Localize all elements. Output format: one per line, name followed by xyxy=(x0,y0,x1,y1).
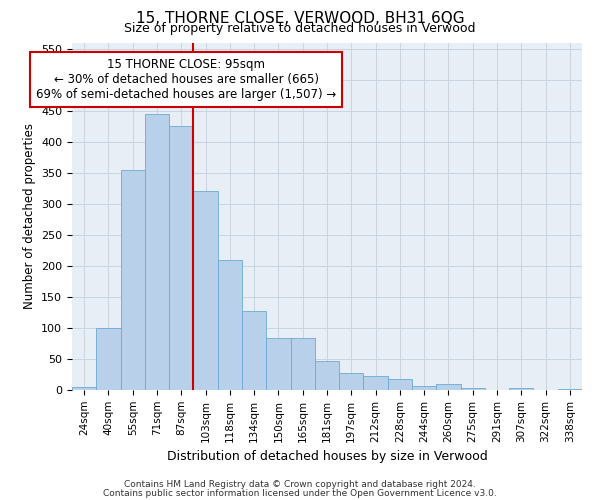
Bar xyxy=(509,388,533,390)
Bar xyxy=(121,170,145,390)
Bar xyxy=(412,386,436,390)
Bar xyxy=(145,114,169,390)
Bar xyxy=(339,372,364,390)
Bar xyxy=(315,361,339,390)
Text: Contains public sector information licensed under the Open Government Licence v3: Contains public sector information licen… xyxy=(103,488,497,498)
Bar xyxy=(388,379,412,390)
X-axis label: Distribution of detached houses by size in Verwood: Distribution of detached houses by size … xyxy=(167,450,487,463)
Y-axis label: Number of detached properties: Number of detached properties xyxy=(23,123,35,309)
Bar xyxy=(461,388,485,390)
Bar xyxy=(290,338,315,390)
Bar xyxy=(96,328,121,390)
Bar xyxy=(72,387,96,390)
Bar xyxy=(169,126,193,390)
Bar xyxy=(364,376,388,390)
Bar xyxy=(218,260,242,390)
Text: 15 THORNE CLOSE: 95sqm
← 30% of detached houses are smaller (665)
69% of semi-de: 15 THORNE CLOSE: 95sqm ← 30% of detached… xyxy=(36,58,336,101)
Bar xyxy=(266,338,290,390)
Bar xyxy=(193,192,218,390)
Bar xyxy=(558,389,582,390)
Text: Contains HM Land Registry data © Crown copyright and database right 2024.: Contains HM Land Registry data © Crown c… xyxy=(124,480,476,489)
Text: 15, THORNE CLOSE, VERWOOD, BH31 6QG: 15, THORNE CLOSE, VERWOOD, BH31 6QG xyxy=(136,11,464,26)
Bar xyxy=(436,384,461,390)
Text: Size of property relative to detached houses in Verwood: Size of property relative to detached ho… xyxy=(124,22,476,35)
Bar xyxy=(242,310,266,390)
